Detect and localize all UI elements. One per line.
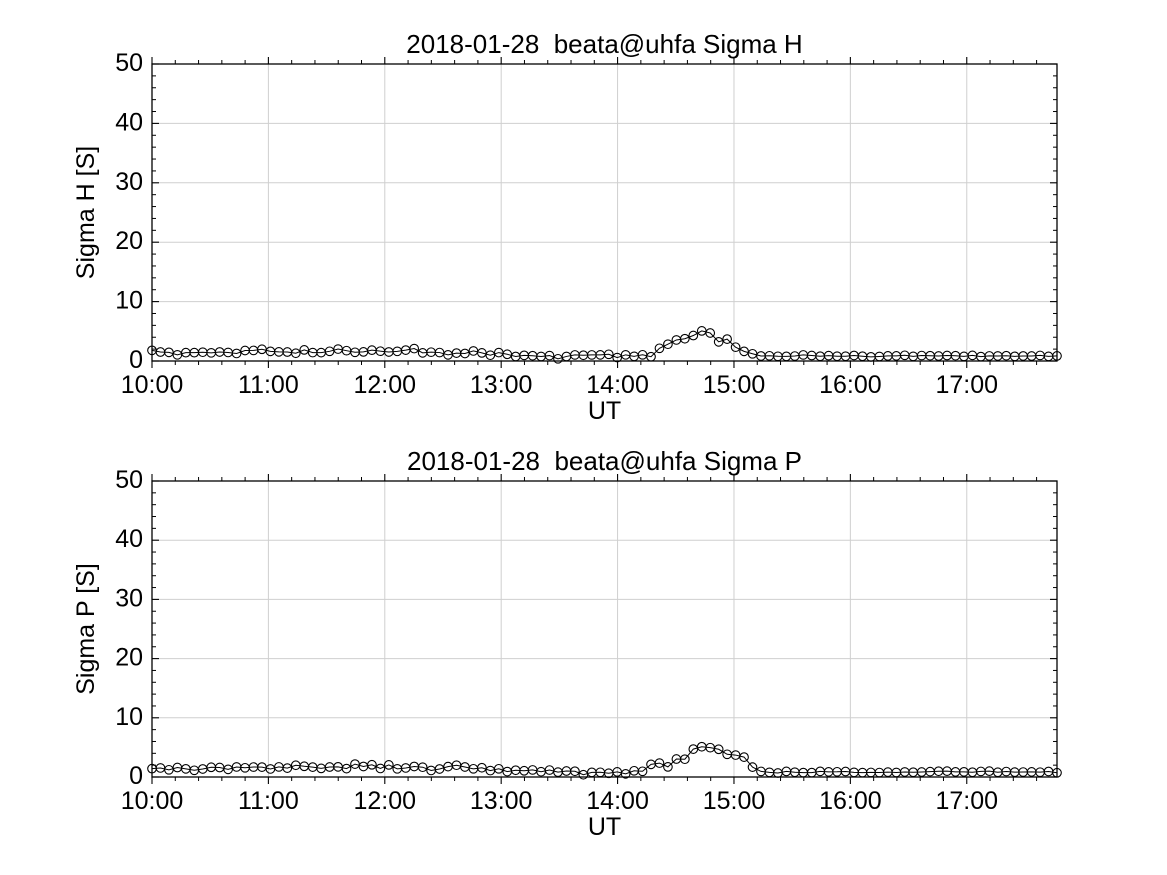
svg-text:0: 0 (129, 762, 143, 790)
svg-text:13:00: 13:00 (470, 787, 533, 815)
svg-text:10:00: 10:00 (121, 371, 184, 399)
svg-text:UT: UT (588, 397, 621, 425)
svg-text:30: 30 (115, 168, 143, 196)
svg-text:17:00: 17:00 (935, 787, 998, 815)
svg-text:20: 20 (115, 644, 143, 672)
svg-text:Sigma H [S]: Sigma H [S] (72, 146, 100, 279)
svg-text:15:00: 15:00 (703, 787, 766, 815)
svg-text:2018-01-28 beata@uhfa Sigma H: 2018-01-28 beata@uhfa Sigma H (406, 29, 802, 59)
svg-text:10: 10 (115, 287, 143, 315)
svg-text:UT: UT (588, 813, 621, 841)
svg-text:40: 40 (115, 525, 143, 553)
svg-text:17:00: 17:00 (935, 371, 998, 399)
svg-text:16:00: 16:00 (819, 371, 882, 399)
svg-text:15:00: 15:00 (703, 371, 766, 399)
svg-text:11:00: 11:00 (238, 787, 299, 815)
svg-text:10: 10 (115, 703, 143, 731)
svg-text:Sigma P [S]: Sigma P [S] (72, 563, 100, 695)
svg-text:20: 20 (115, 227, 143, 255)
svg-text:11:00: 11:00 (238, 371, 299, 399)
svg-text:40: 40 (115, 108, 143, 136)
svg-text:13:00: 13:00 (470, 371, 533, 399)
svg-text:14:00: 14:00 (586, 371, 649, 399)
svg-text:2018-01-28 beata@uhfa Sigma P: 2018-01-28 beata@uhfa Sigma P (407, 446, 802, 476)
svg-text:0: 0 (129, 346, 143, 374)
svg-text:30: 30 (115, 584, 143, 612)
svg-text:14:00: 14:00 (586, 787, 649, 815)
svg-text:10:00: 10:00 (121, 787, 184, 815)
svg-text:50: 50 (115, 466, 143, 494)
svg-text:12:00: 12:00 (354, 787, 417, 815)
svg-text:50: 50 (115, 49, 143, 77)
svg-text:16:00: 16:00 (819, 787, 882, 815)
svg-text:12:00: 12:00 (354, 371, 417, 399)
